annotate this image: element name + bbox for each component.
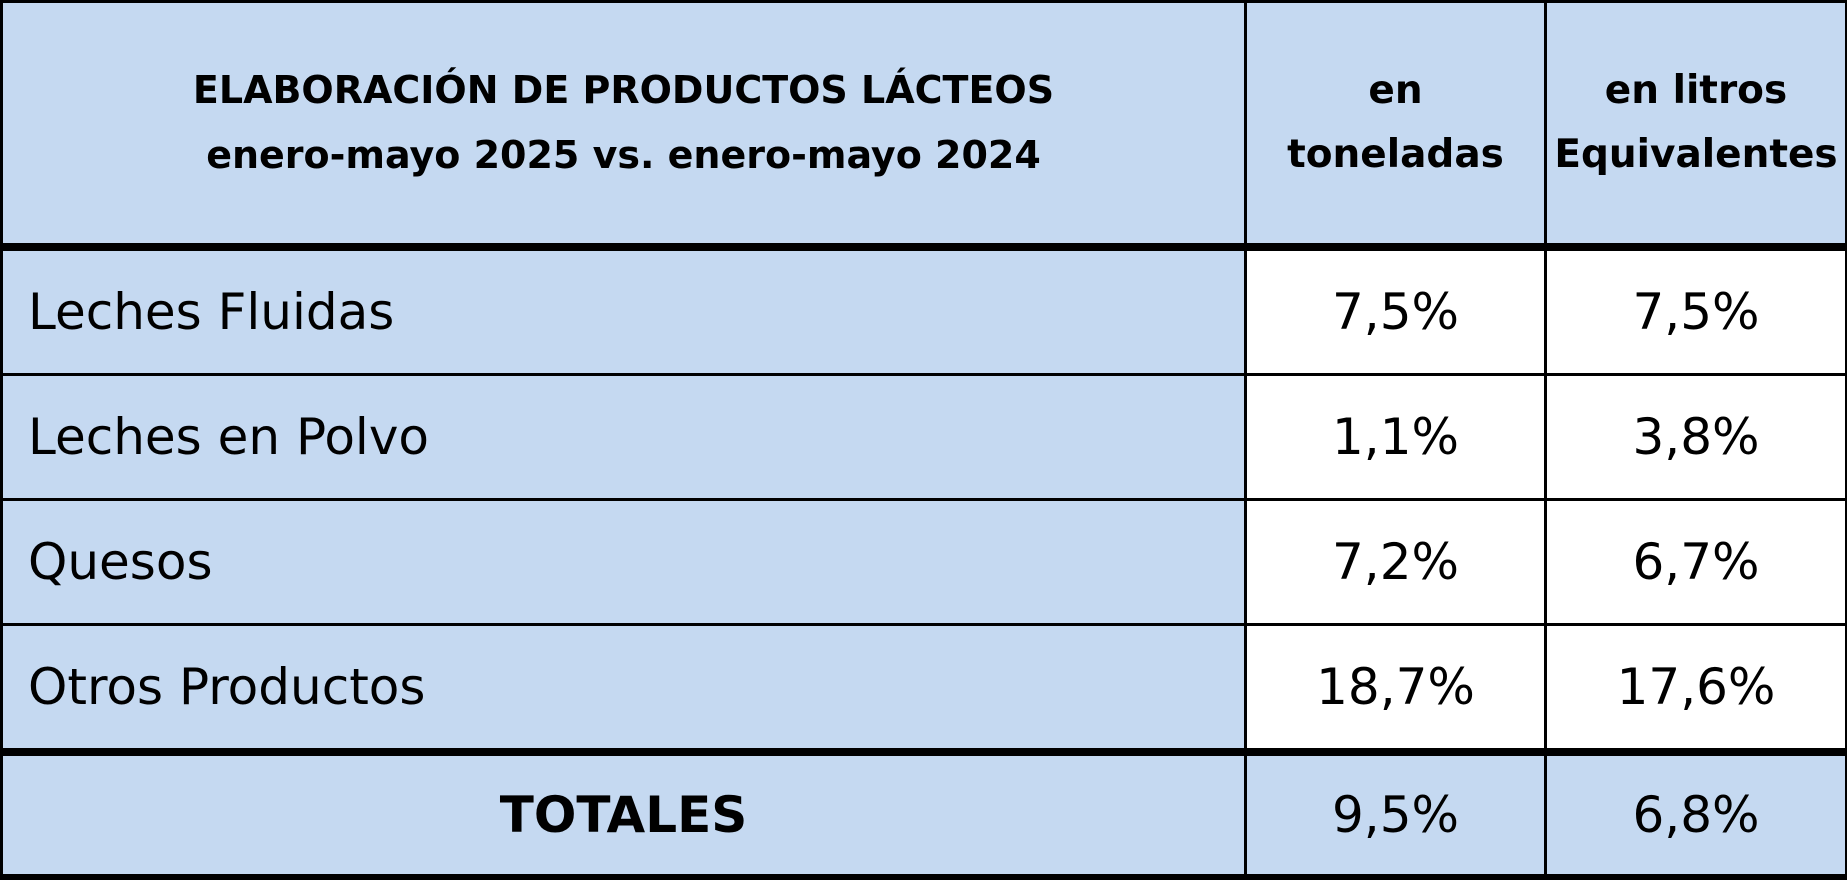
- table-row: Leches Fluidas 7,5% 7,5%: [0, 245, 1847, 376]
- column-header-litros-line1: en litros: [1604, 68, 1788, 113]
- row-label: Quesos: [0, 498, 1247, 626]
- totals-litros-value: 6,8%: [1544, 748, 1847, 880]
- column-header-toneladas-line2: toneladas: [1287, 132, 1504, 177]
- litros-value: 7,5%: [1544, 245, 1847, 376]
- table-row: Leches en Polvo 1,1% 3,8%: [0, 373, 1847, 501]
- column-header-toneladas: en toneladas: [1244, 0, 1547, 251]
- row-label: Leches en Polvo: [0, 373, 1247, 501]
- column-header-toneladas-line1: en: [1368, 68, 1423, 113]
- totals-toneladas-value: 9,5%: [1244, 748, 1547, 880]
- table-title-cell: ELABORACIÓN DE PRODUCTOS LÁCTEOS enero-m…: [0, 0, 1247, 251]
- toneladas-value: 18,7%: [1244, 623, 1547, 754]
- table-header-row: ELABORACIÓN DE PRODUCTOS LÁCTEOS enero-m…: [0, 0, 1847, 251]
- table-subtitle: enero-mayo 2025 vs. enero-mayo 2024: [206, 133, 1041, 177]
- column-header-litros: en litros Equivalentes: [1544, 0, 1847, 251]
- totals-label: TOTALES: [0, 748, 1247, 880]
- litros-value: 17,6%: [1544, 623, 1847, 754]
- table-row: Quesos 7,2% 6,7%: [0, 498, 1847, 626]
- toneladas-value: 1,1%: [1244, 373, 1547, 501]
- totals-row: TOTALES 9,5% 6,8%: [0, 748, 1847, 880]
- toneladas-value: 7,2%: [1244, 498, 1547, 626]
- table-title: ELABORACIÓN DE PRODUCTOS LÁCTEOS: [192, 68, 1055, 112]
- toneladas-value: 7,5%: [1244, 245, 1547, 376]
- column-header-litros-line2: Equivalentes: [1554, 132, 1838, 177]
- litros-value: 6,7%: [1544, 498, 1847, 626]
- row-label: Leches Fluidas: [0, 245, 1247, 376]
- table-row: Otros Productos 18,7% 17,6%: [0, 623, 1847, 754]
- row-label: Otros Productos: [0, 623, 1247, 754]
- litros-value: 3,8%: [1544, 373, 1847, 501]
